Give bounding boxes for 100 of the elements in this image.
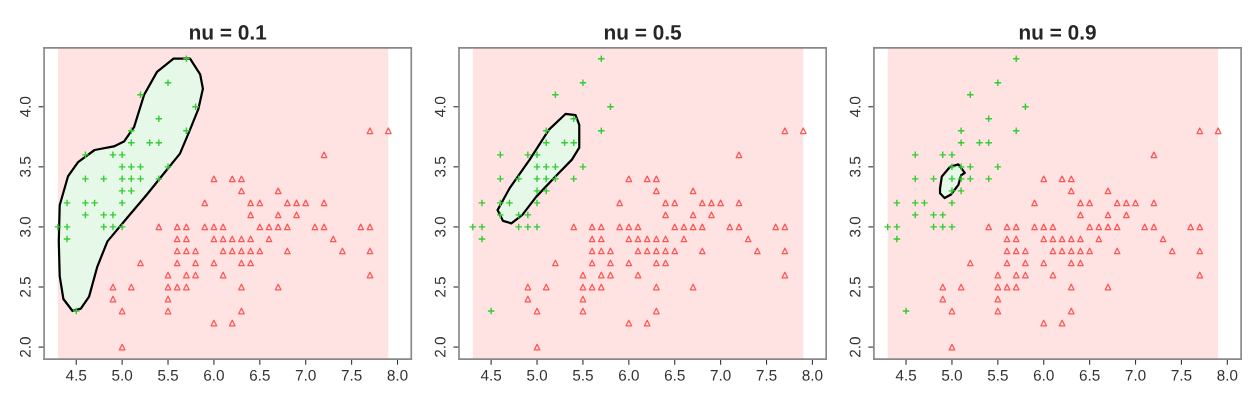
y-tick-label: 2.0 <box>849 337 861 357</box>
x-tick-label: 7.0 <box>295 369 316 381</box>
x-tick-label: 4.5 <box>895 370 917 381</box>
x-tick-label: 4.5 <box>65 370 87 381</box>
y-tick-label: 2.5 <box>19 277 31 297</box>
point <box>892 198 901 207</box>
point <box>929 210 938 219</box>
y-tick-label: 4.0 <box>19 96 31 118</box>
point <box>514 222 523 231</box>
x-tick-label: 7.0 <box>1125 369 1146 381</box>
y-tick-label: 4.0 <box>434 96 446 118</box>
x-tick-label: 8.0 <box>802 369 823 381</box>
point <box>118 150 127 159</box>
point <box>496 198 505 207</box>
point <box>523 222 532 231</box>
point <box>478 222 486 231</box>
point <box>533 162 541 171</box>
x-tick-label: 7.5 <box>756 370 777 381</box>
x-tick-label: 8.0 <box>387 369 408 381</box>
point <box>127 174 136 183</box>
point <box>957 174 966 183</box>
point <box>496 210 505 219</box>
point <box>569 138 578 147</box>
point <box>883 222 892 231</box>
point <box>920 198 929 207</box>
point <box>81 210 90 219</box>
point <box>496 174 505 183</box>
point <box>118 222 127 231</box>
point <box>136 174 145 183</box>
x-tick-label: 5.0 <box>941 369 962 381</box>
point <box>993 162 1002 171</box>
point <box>569 174 578 183</box>
x-tick-label: 8.0 <box>1217 369 1238 381</box>
y-tick-label: 4.0 <box>849 96 861 118</box>
point <box>902 307 911 315</box>
chart-title: nu = 0.9 <box>1019 25 1096 40</box>
x-tick-label: 7.5 <box>1171 370 1192 381</box>
point <box>892 234 901 243</box>
point <box>154 138 163 147</box>
point <box>478 234 486 243</box>
point <box>164 78 172 87</box>
y-tick-label: 2.5 <box>434 277 446 297</box>
point <box>966 174 975 183</box>
point <box>975 138 984 147</box>
point <box>127 186 136 195</box>
point <box>523 210 532 219</box>
chart-title: nu = 0.5 <box>604 25 682 40</box>
y-tick-label: 2.0 <box>434 337 446 357</box>
point <box>505 198 514 207</box>
x-tick-label: 4.5 <box>480 370 502 381</box>
x-tick-label: 5.5 <box>572 370 593 381</box>
x-tick-label: 6.0 <box>204 369 224 381</box>
x-tick-label: 5.5 <box>987 370 1008 381</box>
y-tick-label: 3.0 <box>849 216 861 237</box>
point <box>984 138 993 147</box>
point <box>81 198 90 207</box>
point <box>578 162 587 171</box>
point <box>108 222 117 231</box>
x-tick-label: 5.0 <box>112 369 133 381</box>
x-tick-label: 7.0 <box>710 369 731 381</box>
point <box>53 222 62 231</box>
point <box>966 162 975 171</box>
point <box>947 198 956 207</box>
x-tick-label: 6.5 <box>249 369 270 381</box>
point <box>136 162 145 171</box>
x-tick-label: 5.0 <box>527 369 548 381</box>
point <box>957 186 966 195</box>
point <box>108 210 117 219</box>
point <box>487 307 496 315</box>
point <box>947 186 956 195</box>
point <box>63 234 72 243</box>
x-tick-label: 6.5 <box>1079 369 1100 381</box>
point <box>560 138 569 147</box>
point <box>533 174 541 183</box>
point <box>164 162 172 171</box>
y-tick-label: 2.5 <box>849 277 861 297</box>
point <box>533 222 541 231</box>
chart-title: nu = 0.1 <box>189 25 267 40</box>
point <box>993 78 1002 87</box>
point <box>533 150 541 159</box>
x-tick-label: 6.5 <box>664 369 685 381</box>
point <box>947 162 956 171</box>
point <box>478 198 486 207</box>
point <box>957 138 966 147</box>
point <box>947 174 956 183</box>
point <box>118 174 127 183</box>
point <box>929 174 938 183</box>
point <box>947 222 956 231</box>
point <box>118 198 127 207</box>
point <box>947 150 956 159</box>
point <box>551 174 560 183</box>
y-tick-label: 2.0 <box>19 337 31 357</box>
y-tick-label: 3.0 <box>19 216 31 237</box>
point <box>533 186 541 195</box>
x-tick-label: 7.5 <box>341 370 362 381</box>
point <box>145 138 154 147</box>
point <box>90 198 99 207</box>
y-tick-label: 3.5 <box>849 156 861 177</box>
point <box>127 138 136 147</box>
x-tick-label: 6.0 <box>618 369 639 381</box>
